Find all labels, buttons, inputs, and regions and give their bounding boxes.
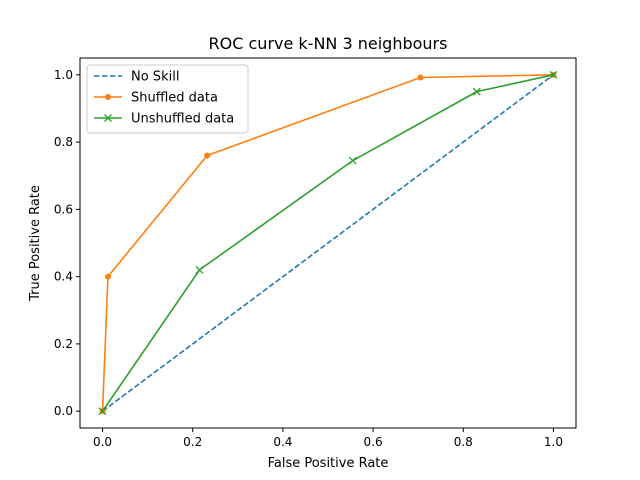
data-point-unshuffled-data [549,70,558,79]
data-point-unshuffled-data [98,407,107,416]
y-axis: 0.0 0.2 0.4 0.6 0.8 1.0 [54,68,80,418]
x-axis-label: False Positive Rate [268,456,389,471]
data-point-shuffled-data [104,273,111,280]
y-tick-label: 0.0 [54,404,73,418]
y-tick-label: 0.6 [54,202,73,216]
data-point-unshuffled-data [472,87,481,96]
series-line-no-skill [102,74,554,412]
y-tick-label: 0.2 [54,337,73,351]
chart-title: ROC curve k-NN 3 neighbours [209,34,448,53]
x-tick-label: 0.6 [364,435,383,449]
x-tick-label: 1.0 [544,435,563,449]
data-point-unshuffled-data [348,156,357,165]
series-layer [98,70,558,416]
x-tick-label: 0.8 [454,435,473,449]
x-tick-label: 0.0 [93,435,112,449]
y-tick-label: 1.0 [54,68,73,82]
y-axis-label: True Positive Rate [28,185,43,302]
legend-label-unshuffled-data: Unshuffled data [131,112,234,127]
legend-marker-shuffled-data [105,94,111,100]
data-point-shuffled-data [417,74,424,81]
data-point-shuffled-data [204,152,211,159]
legend-box [86,64,249,134]
legend: No Skill Shuffled data Unshuffled data [86,64,249,134]
legend-label-no-skill: No Skill [131,70,179,85]
y-tick-label: 0.8 [54,135,73,149]
x-axis: 0.0 0.2 0.4 0.6 0.8 1.0 [93,428,563,449]
x-tick-label: 0.4 [273,435,292,449]
y-tick-label: 0.4 [54,270,73,284]
data-point-unshuffled-data [195,265,204,274]
plot-area-frame [79,57,577,429]
legend-label-shuffled-data: Shuffled data [131,91,218,106]
x-tick-label: 0.2 [183,435,202,449]
legend-marker-unshuffled-data [104,114,112,122]
